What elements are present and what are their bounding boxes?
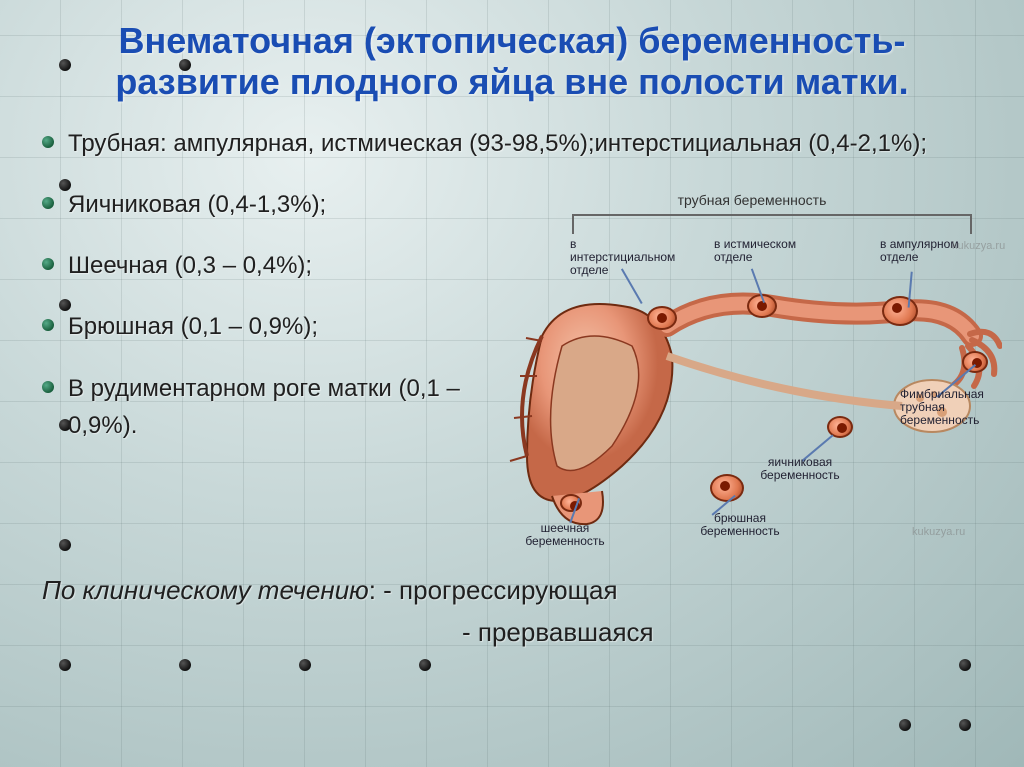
slide-title: Внематочная (эктопическая) беременность-… — [42, 20, 982, 103]
bullet-icon — [42, 319, 54, 331]
callout-label: брюшная беременность — [690, 512, 790, 538]
bullet-row: Брюшная (0,1 – 0,9%); — [42, 308, 482, 345]
embryo-icon — [882, 296, 918, 326]
embryo-icon — [647, 306, 677, 330]
watermark: kukuzya.ru — [952, 240, 1005, 252]
bracket-label: трубная беременность — [492, 192, 1012, 208]
bullet-text: Брюшная (0,1 – 0,9%); — [68, 308, 482, 345]
bullet-text: Яичниковая (0,4-1,3%); — [68, 186, 482, 223]
anatomy-diagram: трубная беременность — [492, 196, 1012, 556]
bullet-text: В рудиментарном роге матки (0,1 – 0,9%). — [68, 370, 482, 444]
bullet-text: Трубная: ампулярная, истмическая (93-98,… — [68, 125, 982, 162]
bullet-text: Шеечная (0,3 – 0,4%); — [68, 247, 482, 284]
clinical-label: По клиническому течению — [42, 575, 369, 605]
watermark: kukuzya.ru — [912, 526, 965, 538]
callout-label: яичниковая беременность — [750, 456, 850, 482]
bullet-row: Шеечная (0,3 – 0,4%); — [42, 247, 482, 284]
clinical-value: - прервавшаяся — [42, 612, 982, 654]
bullet-row: В рудиментарном роге матки (0,1 – 0,9%). — [42, 370, 482, 444]
bullet-row: Трубная: ампулярная, истмическая (93-98,… — [42, 125, 982, 162]
bullet-row: Яичниковая (0,4-1,3%); — [42, 186, 482, 223]
bullet-icon — [42, 197, 54, 209]
bullet-icon — [42, 381, 54, 393]
embryo-icon — [710, 474, 744, 502]
clinical-course: По клиническому течению: - прогрессирующ… — [42, 570, 982, 653]
clinical-value: : - прогрессирующая — [369, 575, 618, 605]
callout-label: в истмическом отделе — [714, 238, 814, 264]
callout-label: шеечная беременность — [520, 522, 610, 548]
embryo-icon — [962, 351, 988, 373]
callout-label: в интерстициальном отделе — [570, 238, 680, 278]
bullet-icon — [42, 258, 54, 270]
bracket-icon — [572, 214, 972, 234]
bullet-list: Яичниковая (0,4-1,3%); Шеечная (0,3 – 0,… — [42, 186, 482, 556]
bullet-icon — [42, 136, 54, 148]
embryo-icon — [560, 494, 582, 512]
callout-label: Фимбриальная трубная беременность — [900, 388, 1010, 428]
